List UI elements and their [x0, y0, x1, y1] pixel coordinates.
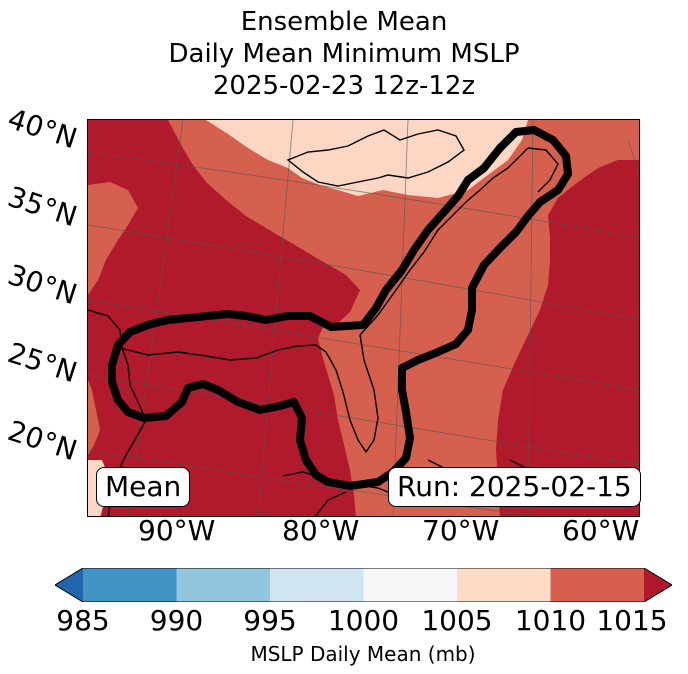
colorbar-swatch-985-990: [83, 568, 177, 602]
colorbar-tick-1000: 1000: [327, 604, 400, 637]
colorbar-tick-1015: 1015: [596, 604, 668, 637]
colorbar-swatch-1010-1015: [550, 568, 644, 602]
lat-label-20: 20°N: [3, 414, 82, 468]
colorbar-swatch-1000-1005: [363, 568, 457, 602]
region-1015-east: [496, 160, 639, 516]
colorbar: [55, 568, 672, 602]
colorbar-swatch-1005-1010: [457, 568, 551, 602]
lat-label-30: 30°N: [3, 258, 82, 312]
colorbar-swatch-990-995: [176, 568, 270, 602]
region-1005-1010-north: [206, 120, 528, 198]
lat-label-25: 25°N: [3, 336, 82, 390]
title-line-2: Daily Mean Minimum MSLP: [168, 39, 520, 69]
lat-label-40: 40°N: [3, 102, 82, 156]
lon-label-60: 60°W: [562, 514, 640, 547]
colorbar-arrow-high: [644, 568, 672, 602]
contour-outline: [108, 126, 572, 490]
colorbar-arrow-low: [55, 568, 83, 602]
map-panel: [87, 119, 640, 517]
pressure-map: [88, 120, 639, 516]
title-line-1: Ensemble Mean: [240, 7, 448, 37]
colorbar-tick-985: 985: [56, 604, 110, 637]
colorbar-tick-995: 995: [243, 604, 297, 637]
graticule: [88, 120, 639, 516]
colorbar-swatch-995-1000: [270, 568, 364, 602]
run-date-box: Run: 2025-02-15: [388, 467, 641, 507]
lat-label-35: 35°N: [3, 180, 82, 234]
lon-label-70: 70°W: [422, 514, 500, 547]
lon-label-90: 90°W: [138, 514, 216, 547]
colorbar-tick-1005: 1005: [421, 604, 493, 637]
colorbar-tick-1010: 1010: [514, 604, 587, 637]
colorbar-tick-990: 990: [149, 604, 204, 637]
colorbar-label: MSLP Daily Mean (mb): [250, 642, 476, 666]
region-1010-west-band: [88, 182, 138, 295]
title-line-3: 2025-02-23 12z-12z: [212, 71, 476, 101]
lon-label-80: 80°W: [282, 514, 360, 547]
mean-label-box: Mean: [96, 467, 191, 507]
